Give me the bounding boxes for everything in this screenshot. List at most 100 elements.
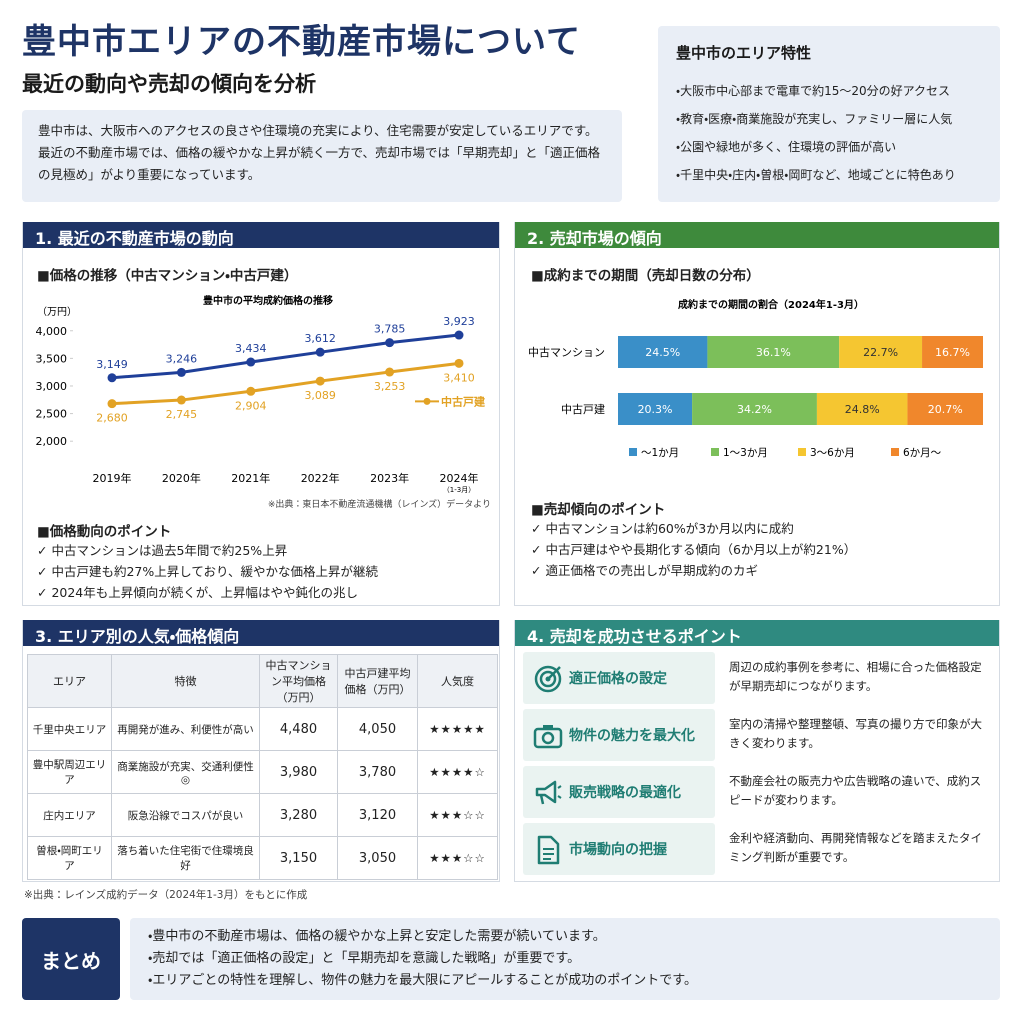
data-label: 3,785 — [374, 323, 406, 336]
data-point — [107, 373, 117, 383]
megaphone-icon — [535, 780, 562, 805]
data-label: 3,253 — [374, 380, 406, 393]
table-header-cell: エリア — [27, 654, 112, 708]
feature-item: 公園や緑地が多く、住環境の評価が高い — [676, 133, 982, 161]
point: 中古マンションは約60%が3か月以内に成約 — [531, 518, 856, 539]
table-cell: ★★★★★ — [417, 707, 498, 751]
section-1: 1. 最近の不動産市場の動向 ■価格の推移（中古マンション・中古戸建） 豊中市の… — [22, 222, 500, 606]
table-header-cell: 中古戸建平均価格（万円） — [337, 654, 418, 708]
legend-swatch — [711, 448, 719, 456]
legend-swatch — [798, 448, 806, 456]
points-list: 中古マンションは約60%が3か月以内に成約 中古戸建はやや長期化する傾向（6か月… — [531, 518, 856, 581]
tip: 販売戦略の最適化 不動産会社の販売力や広告戦略の違いで、成約スピードが変わります… — [523, 766, 993, 818]
tip-text: 周辺の成約事例を参考に、相場に合った価格設定が早期売却につながります。 — [729, 660, 982, 693]
data-label: 24.8% — [845, 403, 880, 416]
legend-swatch — [891, 448, 899, 456]
points-list: 中古マンションは過去5年間で約25%上昇 中古戸建も約27%上昇しており、緩やか… — [37, 540, 378, 603]
tip-title: 販売戦略の最適化 — [569, 785, 681, 801]
x-tick-note: （1-3月） — [443, 486, 475, 494]
tip-label-box: 物件の魅力を最大化 — [523, 709, 715, 761]
features-box: 豊中市のエリア特性 大阪市中心部まで電車で約15〜20分の好アクセス 教育・医療… — [658, 26, 1000, 202]
table-row: 千里中央エリア 再開発が進み、利便性が高い 4,480 4,050 ★★★★★ — [27, 707, 498, 751]
y-axis-label: （万円） — [37, 306, 77, 318]
section-heading: 3. エリア別の人気・価格傾向 — [23, 620, 499, 646]
table-cell: ★★★☆☆ — [417, 793, 498, 837]
y-tick-label: 3,000 — [36, 380, 68, 393]
summary-item: エリアごとの特性を理解し、物件の魅力を最大限にアピールすることが成功のポイントで… — [148, 970, 982, 992]
chart-title: 成約までの期間の割合（2024年1-3月） — [678, 298, 864, 311]
chart-source: ※出典：東日本不動産流通機構（レインズ）データより — [268, 498, 491, 510]
feature-item: 千里中央・庄内・曽根・岡町など、地域ごとに特色あり — [676, 161, 982, 189]
table-cell: 3,780 — [337, 750, 418, 794]
data-label: 3,149 — [96, 358, 128, 371]
table-cell: 千里中央エリア — [27, 707, 112, 751]
data-label: 3,246 — [166, 352, 198, 365]
document-icon — [537, 835, 560, 865]
data-label: 34.2% — [737, 403, 772, 416]
table-cell: 3,120 — [337, 793, 418, 837]
tip-label-box: 適正価格の設定 — [523, 652, 715, 704]
bar-segment — [922, 336, 983, 368]
tip-text: 室内の清掃や整理整頓、写真の撮り方で印象が大きく変わります。 — [729, 717, 982, 750]
table-cell: 商業施設が充実、交通利便性◎ — [111, 750, 260, 794]
table-cell: 再開発が進み、利便性が高い — [111, 707, 260, 751]
data-label: 20.7% — [928, 403, 963, 416]
x-tick-label: 2024年 — [440, 471, 479, 485]
table-cell: 阪急沿線でコスパが良い — [111, 793, 260, 837]
bar-segment — [692, 393, 817, 425]
y-tick-label: 2,500 — [36, 408, 68, 421]
data-point — [315, 376, 325, 386]
section-subheading: ■成約までの期間（売却日数の分布） — [531, 268, 760, 284]
data-point — [385, 338, 395, 348]
table-cell: 曽根・岡町エリア — [27, 836, 112, 880]
table-header-cell: 中古マンション平均価格（万円） — [259, 654, 338, 708]
section-3: 3. エリア別の人気・価格傾向 エリア 特徴 中古マンション平均価格（万円） 中古戸建… — [22, 620, 500, 882]
table-cell: 豊中駅周辺エリア — [27, 750, 112, 794]
data-point — [454, 358, 464, 368]
summary-item: 売却では「適正価格の設定」と「早期売却を意識した戦略」が重要です。 — [148, 948, 982, 970]
table-cell: ★★★☆☆ — [417, 836, 498, 880]
tip-title: 物件の魅力を最大化 — [569, 728, 695, 744]
table-row: 豊中駅周辺エリア 商業施設が充実、交通利便性◎ 3,980 3,780 ★★★★☆ — [27, 750, 498, 794]
table-body: 千里中央エリア 再開発が進み、利便性が高い 4,480 4,050 ★★★★★ 豊中駅周辺… — [27, 707, 498, 880]
category-label: 中古マンション — [528, 346, 605, 359]
line-chart: 豊中市の平均成約価格の推移 （万円） 2,000 2,500 3,000 3,500 4,0… — [36, 294, 492, 510]
x-tick-label: 2020年 — [162, 471, 201, 485]
data-label: 3,410 — [443, 371, 475, 384]
tip-text: 金利や経済動向、再開発情報などを踏まえたタイミング判断が重要です。 — [729, 831, 982, 864]
data-label: 22.7% — [863, 346, 898, 359]
table-row: 曽根・岡町エリア 落ち着いた住宅街で住環境良好 3,150 3,050 ★★★☆☆ — [27, 836, 498, 880]
section-heading: 2. 売却市場の傾向 — [515, 222, 999, 248]
tip: 市場動向の把握 金利や経済動向、再開発情報などを踏まえたタイミング判断が重要です… — [523, 823, 993, 875]
x-tick-label: 2023年 — [370, 471, 409, 485]
page-title: 豊中市エリアの不動産市場について — [22, 22, 581, 62]
data-label: 2,680 — [96, 412, 128, 425]
tip-label-box: 市場動向の把握 — [523, 823, 715, 875]
area-table: エリア 特徴 中古マンション平均価格（万円） 中古戸建平均価格（万円） 人気度 千里中央… — [27, 654, 498, 880]
points-title: ■価格動向のポイント — [37, 524, 172, 540]
table-cell: 落ち着いた住宅街で住環境良好 — [111, 836, 260, 880]
legend-label: 6か月〜 — [903, 447, 942, 459]
bar-segment — [839, 336, 923, 368]
feature-item: 教育・医療・商業施設が充実し、ファミリー層に人気 — [676, 105, 982, 133]
intro-text: 豊中市は、大阪市へのアクセスの良さや住環境の充実により、住宅需要が安定しているエ… — [38, 123, 598, 138]
point: 中古マンションは過去5年間で約25%上昇 — [37, 540, 378, 561]
point: 中古戸建はやや長期化する傾向（6か月以上が約21%） — [531, 539, 856, 560]
table-cell: 4,050 — [337, 707, 418, 751]
table-source: ※出典：レインズ成約データ（2024年1-3月）をもとに作成 — [24, 889, 308, 901]
data-label: 3,923 — [443, 315, 475, 328]
data-point — [176, 367, 186, 377]
x-tick-label: 2019年 — [93, 471, 132, 485]
x-tick-label: 2022年 — [301, 471, 340, 485]
bar-chart: 成約までの期間の割合（2024年1-3月） 中古マンション 24.5% 36.1% 22… — [528, 298, 983, 459]
table-cell: 3,280 — [259, 793, 338, 837]
table-cell: 3,980 — [259, 750, 338, 794]
table-cell: 3,150 — [259, 836, 338, 880]
section-heading: 4. 売却を成功させるポイント — [515, 620, 999, 646]
bar-segment — [618, 336, 708, 368]
legend-marker — [423, 397, 431, 405]
section-4: 4. 売却を成功させるポイント 適正価格の設定 周辺の成約事例を参考に、相場に合… — [514, 620, 1000, 882]
bar-segment — [816, 393, 908, 425]
legend-label: 1〜3か月 — [723, 447, 768, 459]
